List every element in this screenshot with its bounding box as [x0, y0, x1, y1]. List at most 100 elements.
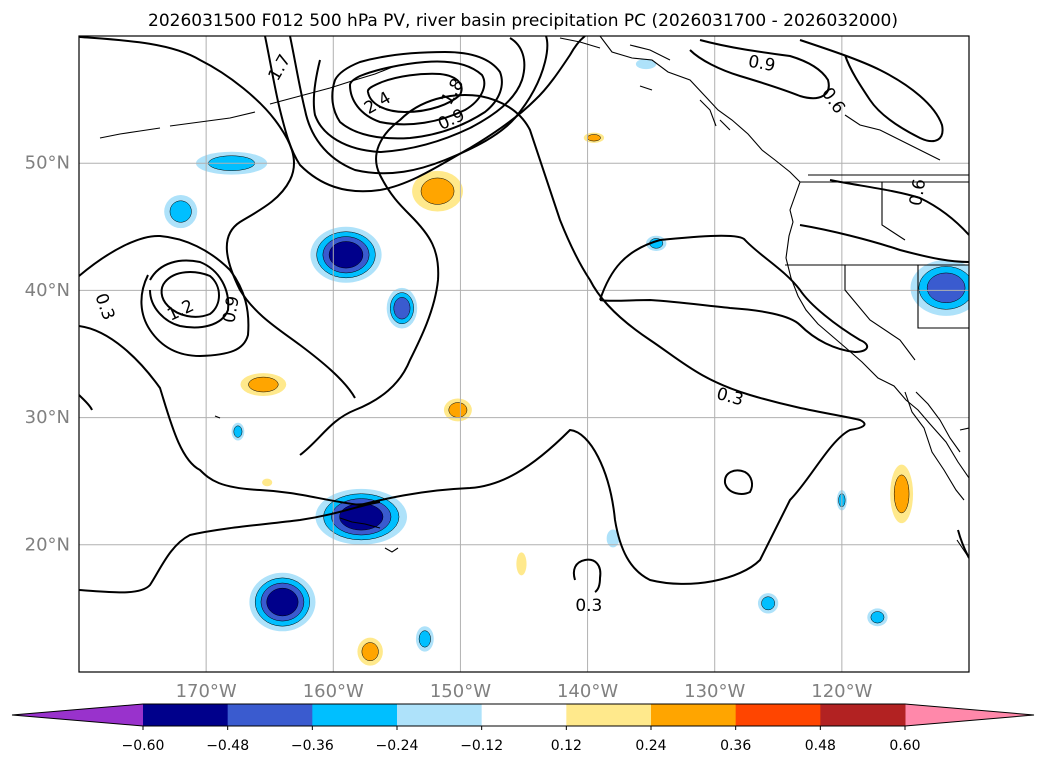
colorbar-tick-label: −0.36 — [291, 738, 334, 754]
colorbar-tick-label: −0.60 — [122, 738, 165, 754]
colorbar-extend-max — [905, 704, 1034, 726]
colorbar-segment — [143, 704, 229, 726]
precip-pc-shading — [164, 58, 969, 666]
map-background — [79, 36, 969, 672]
pv-contour-0.9-outer — [264, 36, 586, 193]
precip-blob-15 — [516, 552, 527, 576]
precip-blob-8 — [910, 259, 969, 316]
colorbar-segment — [820, 704, 906, 726]
colorbar-tick-label: 0.48 — [805, 738, 836, 754]
pv-contour-label: 0.6 — [906, 177, 930, 207]
precip-blob-17 — [757, 593, 779, 614]
precip-blob-6 — [635, 58, 657, 70]
colorbar-tick-label: 0.36 — [720, 738, 751, 754]
precip-blob-20 — [890, 464, 914, 524]
precip-band-9-1 — [248, 376, 279, 393]
precip-band-20-1 — [893, 474, 910, 514]
chart-title: 2026031500 F012 500 hPa PV, river basin … — [148, 11, 898, 31]
precip-band-10-1 — [448, 402, 468, 418]
precip-band-11-1 — [233, 425, 243, 438]
pv-contour-label: 0.9 — [219, 294, 243, 324]
lon-tick-label: 160°W — [303, 681, 364, 702]
lat-tick-label: 50°N — [25, 153, 70, 174]
map-frame — [78, 35, 970, 673]
precip-blob-19 — [867, 608, 888, 627]
precip-band-16-0 — [606, 529, 620, 548]
lat-tick-label: 20°N — [25, 534, 70, 555]
precip-band-17-1 — [761, 596, 775, 611]
colorbar-tick-label: 0.24 — [635, 738, 666, 754]
precip-band-1-1 — [169, 200, 192, 223]
precip-blob-16 — [606, 529, 620, 548]
precip-blob-2 — [310, 226, 382, 283]
pv-contour-0.6-loop — [599, 234, 869, 354]
precip-band-6-0 — [635, 58, 657, 70]
pv-contour-0.9-upper — [79, 36, 356, 399]
precip-blob-5 — [583, 132, 605, 143]
precip-blob-21 — [357, 637, 383, 666]
precip-band-8-2 — [926, 272, 966, 304]
precip-blob-9 — [240, 373, 287, 396]
precip-blob-13 — [315, 488, 408, 545]
pv-contours — [79, 36, 969, 594]
precip-band-2-3 — [328, 241, 364, 269]
precip-blob-4 — [412, 170, 463, 212]
graticule — [79, 36, 969, 672]
lon-tick-label: 120°W — [811, 681, 872, 702]
lat-tick-label: 30°N — [25, 407, 70, 428]
pv-contour-0.6-land — [799, 224, 969, 263]
precip-band-22-1 — [418, 630, 431, 648]
lon-tick-label: 170°W — [176, 681, 237, 702]
precip-blob-11 — [231, 422, 245, 441]
precip-blob-1 — [164, 195, 198, 229]
pv-contour-0.3-land — [829, 179, 969, 236]
colorbar-segment — [481, 704, 567, 726]
precip-band-5-1 — [587, 134, 601, 142]
pv-contour-0.9-west — [79, 234, 250, 358]
precip-band-14-3 — [266, 587, 299, 617]
pv-contour-2.4 — [366, 72, 463, 114]
precip-band-19-1 — [870, 611, 885, 624]
precip-blob-14 — [249, 572, 316, 632]
colorbar-tick-label: −0.24 — [376, 738, 419, 754]
pv-contour-1.5 — [312, 37, 526, 154]
precip-blob-22 — [415, 626, 434, 652]
colorbar-tick-label: −0.12 — [460, 738, 503, 754]
pv-contour-2.1 — [349, 60, 486, 126]
pv-contour-0.3-south-loop — [572, 558, 602, 593]
colorbar-segment — [651, 704, 737, 726]
colorbar-segment — [312, 704, 398, 726]
precip-band-4-1 — [420, 177, 455, 205]
precip-band-21-1 — [361, 642, 379, 661]
pv-contour-label: 0.9 — [747, 52, 777, 76]
precip-band-13-3 — [339, 503, 384, 531]
pv-contour-0.3-main — [79, 94, 866, 585]
pv-contour-label: 0.3 — [575, 596, 602, 616]
colorbar-tick-label: 0.60 — [889, 738, 920, 754]
pv-contour-0.6-west-edge — [79, 394, 93, 411]
colorbar-tick-label: −0.48 — [206, 738, 249, 754]
precip-blob-3 — [386, 287, 418, 329]
latitude-tick-labels: 20°N 30°N 40°N 50°N — [25, 153, 70, 556]
longitude-tick-labels: 170°W 160°W 150°W 140°W 130°W 120°W — [176, 681, 873, 702]
lon-tick-label: 140°W — [557, 681, 618, 702]
pv-contour-1.8 — [331, 50, 503, 140]
colorbar-tick-label: 0.12 — [551, 738, 582, 754]
precip-band-15-0 — [516, 552, 527, 576]
pv-contour-0.6-east — [799, 39, 944, 143]
precip-band-12-0 — [262, 478, 273, 487]
colorbar-segment — [566, 704, 652, 726]
colorbar-segment — [735, 704, 821, 726]
lon-tick-label: 130°W — [684, 681, 745, 702]
lon-tick-label: 150°W — [430, 681, 491, 702]
pv-contour-0.3-bottom — [79, 501, 381, 594]
colorbar-extend-min — [12, 704, 143, 726]
colorbar-segment — [227, 704, 313, 726]
precip-band-3-2 — [393, 297, 411, 320]
coastlines — [99, 36, 969, 559]
pv-contour-1.2-inner — [160, 271, 220, 318]
pv-contour-0.9-east — [689, 39, 830, 100]
map-content: 0.3 1.2 0.91.72.4 1.80.90.90.60.60.30.3 — [79, 36, 969, 672]
pv-contour-1.2-west — [149, 259, 230, 329]
